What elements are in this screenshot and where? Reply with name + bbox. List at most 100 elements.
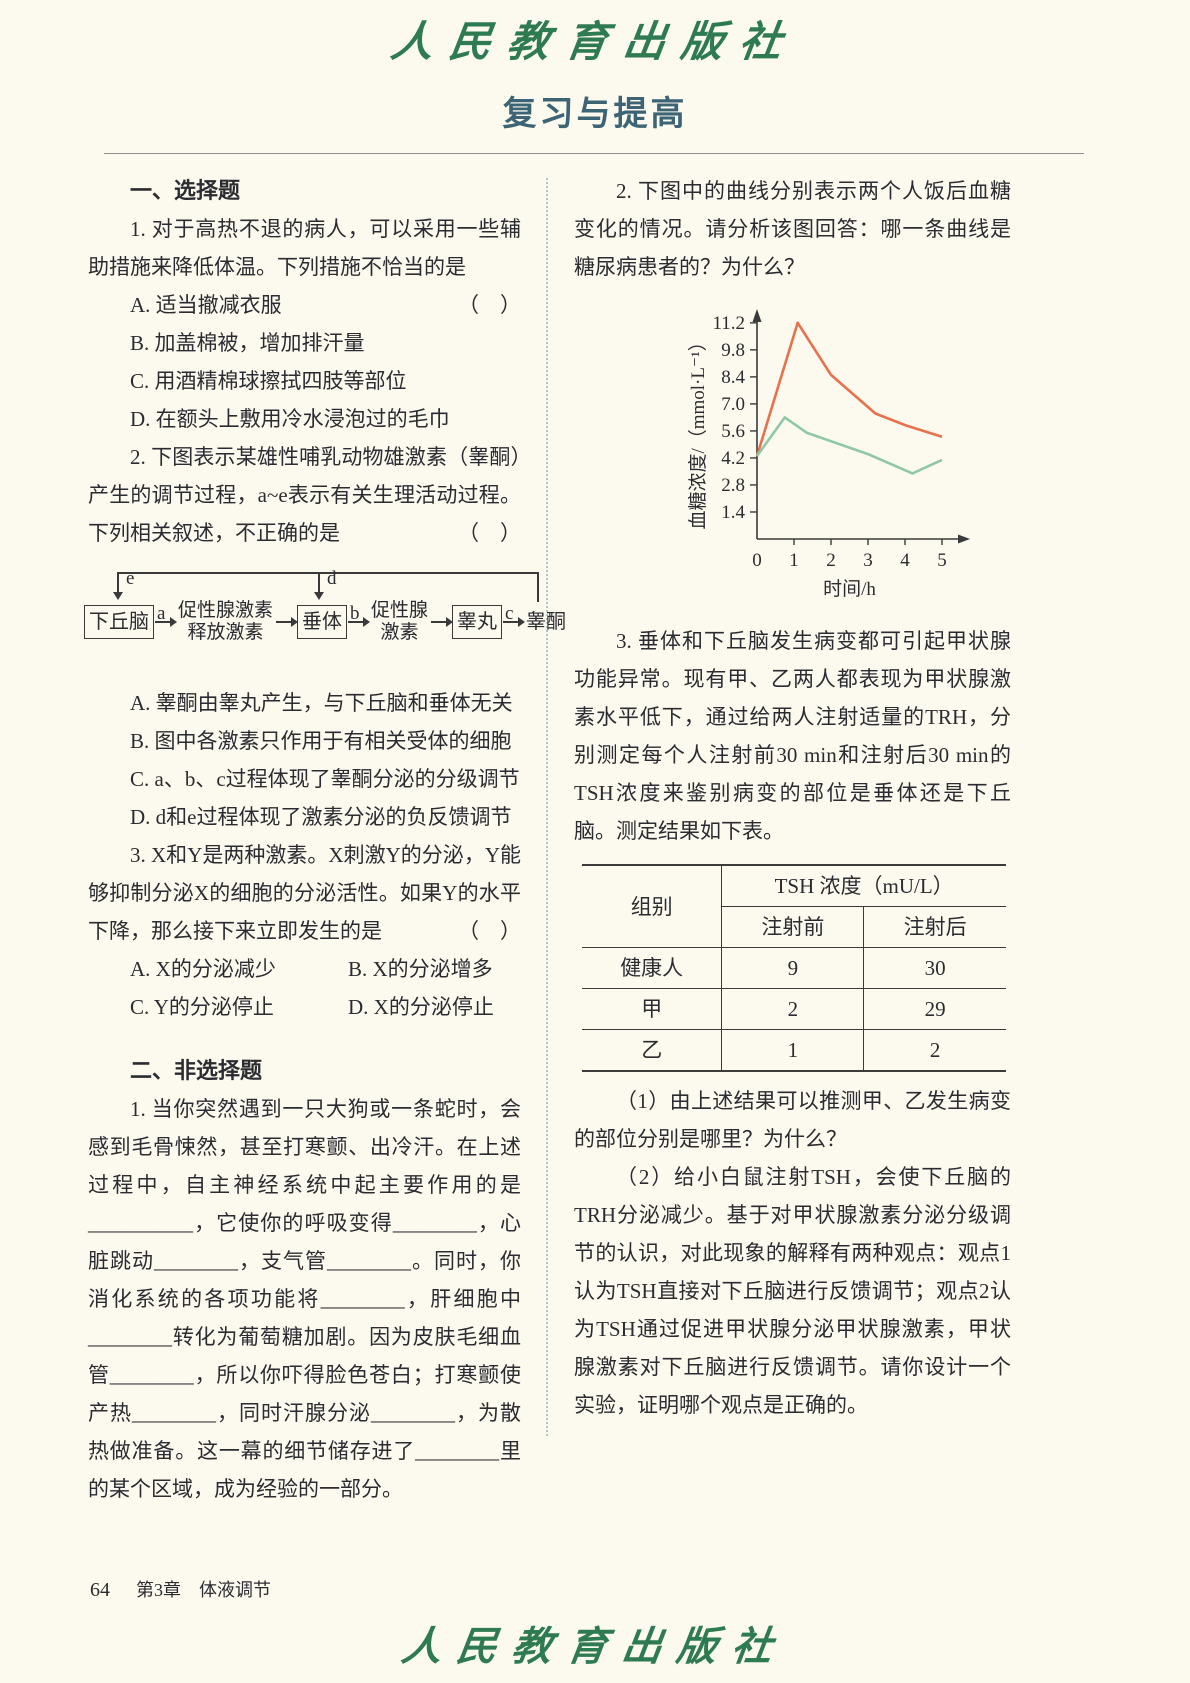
column-divider <box>546 178 548 1436</box>
line-chart-svg: 1.4 2.8 4.2 5.6 7.0 8.4 9.8 11.2 0 1 2 3 4 5 血糖浓度/（mmo… <box>687 309 970 600</box>
table-cell: 乙 <box>641 1038 663 1062</box>
title-divider-rule <box>104 153 1084 154</box>
gn-line1: 促性腺 <box>371 600 429 621</box>
option-item: A. X的分泌减少 <box>130 957 276 981</box>
chapter-label: 第3章 体液调节 <box>136 1580 271 1600</box>
table-cell: 1 <box>721 1029 864 1071</box>
option-item: B. 加盖棉被，增加排汗量 <box>130 331 365 355</box>
svg-text:0: 0 <box>752 550 762 571</box>
label-c: c <box>505 603 514 624</box>
option-item: C. a、b、c过程体现了睾酮分泌的分级调节 <box>130 767 520 791</box>
option-item: C. 用酒精棉球擦拭四肢等部位 <box>130 369 407 393</box>
table-header-row-1: 组别 TSH 浓度（mU/L） <box>582 865 1006 948</box>
box-hypothalamus: 下丘脑 <box>84 605 154 639</box>
blood-glucose-chart: 1.4 2.8 4.2 5.6 7.0 8.4 9.8 11.2 0 1 2 3 4 5 血糖浓度/（mmo… <box>574 292 1011 610</box>
hormone-gonadotropin: 促性腺 激素 <box>369 600 430 644</box>
svg-text:血糖浓度/（mmol·L⁻¹）: 血糖浓度/（mmol·L⁻¹） <box>687 332 709 529</box>
svg-text:2: 2 <box>826 550 836 571</box>
question-2-text: 2. 下图表示某雄性哺乳动物雄激素（睾酮）产生的调节过程，a~e表示有关生理活动… <box>88 445 521 545</box>
table-header-row-2: 注射前 注射后 <box>582 906 1006 948</box>
svg-text:1.4: 1.4 <box>721 502 745 523</box>
box-pituitary: 垂体 <box>297 605 348 639</box>
svg-text:7.0: 7.0 <box>721 394 745 415</box>
label-e: e <box>126 568 135 589</box>
table-cell: 健康人 <box>620 956 684 980</box>
question-1-text: 1. 对于高热不退的病人，可以采用一些辅助措施来降低体温。下列措施不恰当的是 <box>88 217 521 279</box>
table-header-group: 组别 <box>582 865 722 948</box>
gnrh-line2: 释放激素 <box>187 622 264 643</box>
section-heading-choice: 一、选择题 <box>130 178 241 203</box>
svg-text:时间/h: 时间/h <box>823 578 876 598</box>
question-1-options: A. 适当撤减衣服 B. 加盖棉被，增加排汗量 C. 用酒精棉球擦拭四肢等部位 D. … <box>88 286 521 438</box>
feedback-line-right <box>537 572 539 602</box>
table-cell: 29 <box>863 988 1006 1030</box>
table-cell: 2 <box>863 1029 1006 1071</box>
option-item: C. Y的分泌停止 <box>130 995 274 1019</box>
label-b: b <box>350 603 360 624</box>
svg-text:4: 4 <box>900 550 910 571</box>
gn-line2: 激素 <box>380 622 419 643</box>
question-2-options: A. 睾酮由睾丸产生，与下丘脑和垂体无关 B. 图中各激素只作用于有相关受体的细胞… <box>88 684 521 836</box>
table-header-tsh: TSH 浓度（mU/L） <box>721 865 1006 907</box>
answer-paren: （ ） <box>458 293 521 317</box>
svg-text:4.2: 4.2 <box>721 448 745 469</box>
svg-text:8.4: 8.4 <box>721 367 745 388</box>
publisher-logo-text: 人民教育出版社 <box>398 1623 791 1670</box>
table-row: 健康人 9 30 <box>582 947 1006 989</box>
question-3-text: 3. X和Y是两种激素。X刺激Y的分泌，Y能够抑制分泌X的细胞的分泌活性。如果Y… <box>88 843 521 943</box>
answer-paren: （ ） <box>458 521 521 545</box>
svg-text:11.2: 11.2 <box>712 313 745 334</box>
sub-question-2: （2）给小白鼠注射TSH，会使下丘脑的TRH分泌减少。基于对甲状腺激素分泌分级调… <box>574 1165 1011 1417</box>
label-testosterone: 睾酮 <box>526 611 567 633</box>
hormone-regulation-diagram: e d 下丘脑 a 促性腺激素 释放激素 垂体 b 促性腺 激素 睾丸 c 睾酮 <box>84 564 566 670</box>
question-2-stem: 2. 下图表示某雄性哺乳动物雄激素（睾酮）产生的调节过程，a~e表示有关生理活动… <box>88 438 521 552</box>
feedback-arrow-e <box>113 572 123 600</box>
table-header-after: 注射后 <box>863 906 1006 948</box>
answer-paren: （ ） <box>458 919 521 943</box>
table-cell: 9 <box>721 947 864 989</box>
right-question-3-stem: 3. 垂体和下丘脑发生病变都可引起甲状腺功能异常。现有甲、乙两人都表现为甲状腺激… <box>574 629 1011 843</box>
table-header-before: 注射前 <box>721 906 864 948</box>
publisher-logo-bottom: 人民教育出版社 <box>0 1614 1190 1672</box>
section-heading-nonchoice: 二、非选择题 <box>130 1058 263 1083</box>
option-item: D. X的分泌停止 <box>348 995 494 1019</box>
option-item: B. X的分泌增多 <box>348 957 493 981</box>
svg-text:3: 3 <box>863 550 873 571</box>
label-d: d <box>327 568 337 589</box>
gnrh-line1: 促性腺激素 <box>178 600 274 621</box>
svg-text:9.8: 9.8 <box>721 340 745 361</box>
page-footer: 64 第3章 体液调节 <box>90 1576 271 1602</box>
tsh-table: 组别 TSH 浓度（mU/L） 注射前 注射后 健康人 9 30 甲 2 29 乙 1 2 <box>582 864 1006 1072</box>
box-testis: 睾丸 <box>452 605 503 639</box>
table-row: 甲 2 29 <box>582 988 1006 1030</box>
label-a: a <box>157 603 166 624</box>
table-body: 健康人 9 30 甲 2 29 乙 1 2 <box>582 947 1006 1071</box>
sub-question-1: （1）由上述结果可以推测甲、乙发生病变的部位分别是哪里？为什么？ <box>574 1089 1011 1151</box>
page-title: 复习与提高 <box>502 95 688 133</box>
arrow-a: a <box>155 603 177 627</box>
svg-text:5.6: 5.6 <box>721 421 745 442</box>
option-item: D. 在额头上敷用冷水浸泡过的毛巾 <box>130 407 450 431</box>
arrow-b: b <box>348 603 371 627</box>
table-cell: 30 <box>863 947 1006 989</box>
right-column: 2. 下图中的曲线分别表示两个人饭后血糖变化的情况。请分析该图回答：哪一条曲线是… <box>574 172 1011 1424</box>
svg-text:2.8: 2.8 <box>721 475 745 496</box>
table-cell: 2 <box>721 988 864 1030</box>
question-3-options: A. X的分泌减少 B. X的分泌增多 C. Y的分泌停止 D. X的分泌停止 <box>130 950 521 1026</box>
option-item: D. d和e过程体现了激素分泌的负反馈调节 <box>130 805 512 829</box>
nonchoice-question-1: 1. 当你突然遇到一只大狗或一条蛇时，会感到毛骨悚然，甚至打寒颤、出冷汗。在上述… <box>88 1097 521 1501</box>
arrow-c: c <box>503 603 526 627</box>
right-question-2-stem: 2. 下图中的曲线分别表示两个人饭后血糖变化的情况。请分析该图回答：哪一条曲线是… <box>574 179 1011 279</box>
question-3-stem: 3. X和Y是两种激素。X刺激Y的分泌，Y能够抑制分泌X的细胞的分泌活性。如果Y… <box>88 836 521 950</box>
publisher-logo-text: 人民教育出版社 <box>388 17 802 66</box>
publisher-logo-top: 人民教育出版社 <box>0 8 1190 69</box>
option-item: A. 适当撤减衣服 <box>130 293 282 317</box>
table-cell: 甲 <box>641 997 663 1021</box>
svg-text:5: 5 <box>937 550 947 571</box>
arrow-plain-1 <box>276 617 299 627</box>
option-item: B. 图中各激素只作用于有相关受体的细胞 <box>130 729 512 753</box>
svg-text:1: 1 <box>789 550 799 571</box>
diagram-main-row: 下丘脑 a 促性腺激素 释放激素 垂体 b 促性腺 激素 睾丸 c 睾酮 <box>84 600 566 644</box>
